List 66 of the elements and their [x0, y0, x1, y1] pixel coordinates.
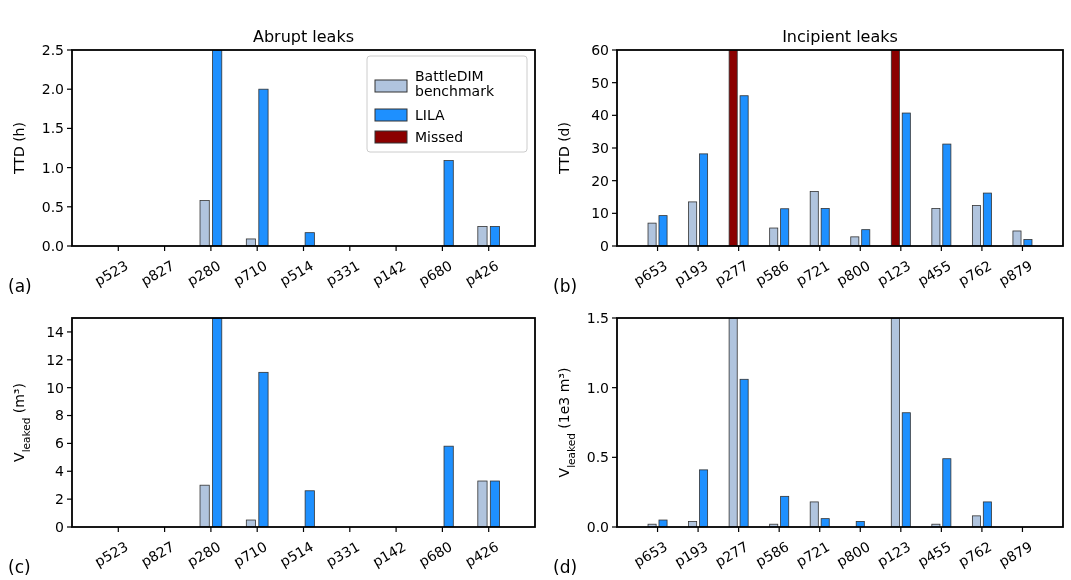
- bar: [699, 153, 709, 246]
- y-tick-label: 0.0: [41, 237, 64, 254]
- y-tick-label: 0: [600, 237, 609, 254]
- y-tick-label: 14: [46, 323, 65, 340]
- legend-label: LILA: [415, 106, 446, 123]
- y-tick-label: 1.5: [41, 120, 64, 137]
- y-tick-label: 6: [55, 435, 65, 452]
- bar: [780, 208, 790, 246]
- y-tick-label: 0: [55, 518, 64, 535]
- bar: [489, 226, 500, 246]
- y-tick-label: 60: [591, 41, 609, 58]
- legend-label: BattleDIM benchmark: [415, 67, 495, 100]
- y-tick-label: 4: [55, 463, 65, 480]
- y-tick-label: 50: [591, 74, 609, 91]
- bar: [477, 226, 488, 246]
- bar: [769, 227, 779, 246]
- bar: [982, 501, 992, 527]
- bar: [780, 495, 790, 527]
- bar: [982, 192, 992, 246]
- bar: [901, 412, 911, 527]
- bar: [258, 371, 269, 527]
- y-axis-title: TTD (h): [11, 122, 27, 175]
- bar: [489, 480, 500, 527]
- bar: [443, 445, 454, 527]
- bar: [212, 318, 223, 527]
- chart-title: Incipient leaks: [782, 27, 898, 46]
- text: (b): [553, 276, 578, 296]
- y-tick-label: 30: [591, 139, 609, 156]
- y-axis-title: TTD (d): [556, 122, 572, 175]
- bar: [245, 519, 256, 527]
- bar: [258, 88, 269, 246]
- y-tick-label: 0.5: [586, 449, 609, 466]
- y-tick-label: 1.0: [586, 379, 609, 396]
- y-tick-label: 0.0: [586, 518, 609, 535]
- bar: [212, 50, 223, 246]
- y-tick-label: 20: [591, 172, 609, 189]
- bar: [699, 469, 709, 527]
- bar: [304, 232, 315, 246]
- bar: [477, 480, 488, 527]
- y-tick-label: 12: [46, 351, 64, 368]
- bar: [304, 490, 315, 527]
- y-tick-label: 8: [55, 407, 64, 424]
- bar: [971, 205, 981, 246]
- chart-title: Abrupt leaks: [252, 27, 355, 46]
- y-tick-label: 2: [55, 491, 64, 508]
- y-tick-label: 10: [46, 379, 64, 396]
- bar: [890, 50, 900, 246]
- bar: [971, 515, 981, 527]
- bar: [199, 200, 210, 246]
- y-tick-label: 2.5: [41, 41, 64, 58]
- legend-label: Missed: [415, 128, 464, 145]
- text: (d): [553, 557, 578, 577]
- bar: [890, 318, 900, 527]
- y-tick-label: 1.0: [41, 159, 64, 176]
- y-tick-label: 0.5: [41, 198, 64, 215]
- y-tick-label: 1.5: [586, 309, 609, 326]
- text: (c): [8, 557, 31, 577]
- bar: [688, 201, 698, 246]
- bar: [901, 112, 911, 246]
- y-tick-label: 10: [591, 205, 609, 222]
- y-tick-label: 40: [591, 107, 609, 124]
- bar: [199, 484, 210, 527]
- bar: [443, 160, 454, 246]
- y-tick-label: 2.0: [41, 81, 64, 98]
- text: (a): [8, 276, 32, 296]
- bar: [245, 238, 256, 246]
